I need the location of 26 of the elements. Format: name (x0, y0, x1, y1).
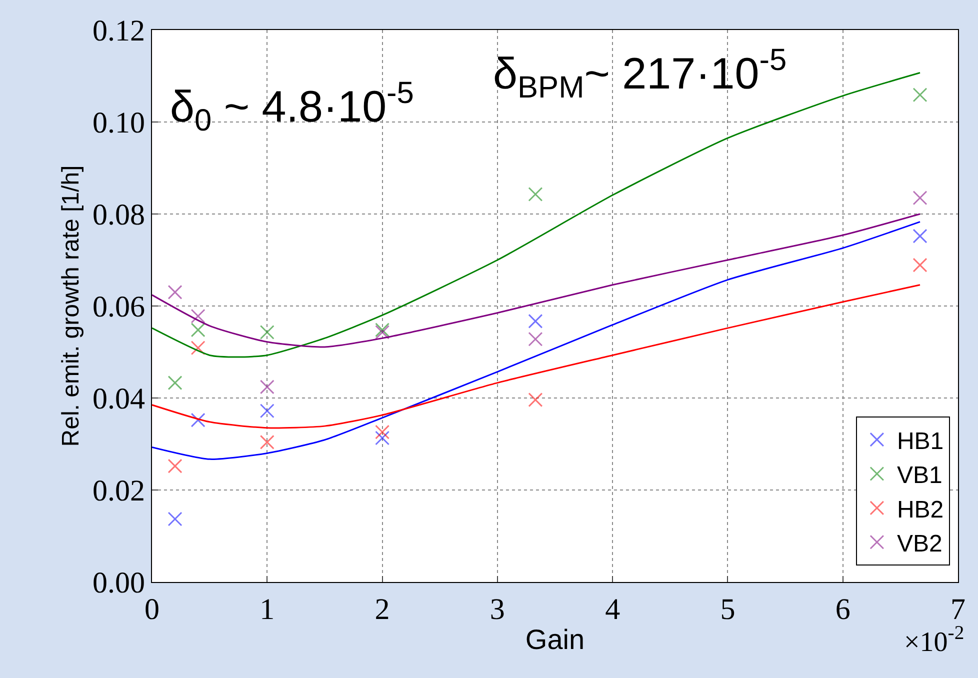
legend-label: VB1 (896, 462, 942, 490)
x-tick-label: 2 (374, 593, 390, 626)
x-tick-label: 0 (144, 593, 160, 626)
y-tick-label: 0.04 (92, 382, 145, 416)
y-axis-title: Rel. emit. growth rate [1/h] (58, 165, 85, 447)
legend-label: HB2 (896, 496, 944, 524)
annotation: δ$_{BPM}$~ 217·10$^{-5}$ (493, 42, 787, 105)
legend-label: HB1 (896, 428, 944, 455)
x-tick-label: 3 (490, 593, 505, 626)
text: ×10$^{-2}$ (904, 623, 964, 658)
line-series (152, 284, 921, 429)
x-tick-label: 1 (260, 593, 275, 626)
x-tick-label: 6 (835, 593, 850, 626)
x-tick-label: 5 (720, 593, 736, 626)
y-tick-label: 0.00 (92, 566, 145, 600)
y-tick-label: 0.12 (92, 14, 145, 48)
y-tick-label: 0.08 (92, 198, 145, 232)
y-tick-label: 0.02 (92, 474, 145, 508)
x-axis-title: Gain (525, 624, 585, 656)
annotation: δ$_{0}$ ~ 4.8·10$^{-5}$ (170, 75, 414, 138)
x-tick-label: 4 (605, 593, 620, 626)
y-tick-label: 0.06 (92, 290, 145, 324)
y-tick-label: 0.10 (92, 106, 145, 140)
line-series (152, 213, 921, 348)
x-tick-label: 7 (950, 593, 966, 626)
legend-label: VB2 (896, 530, 942, 558)
